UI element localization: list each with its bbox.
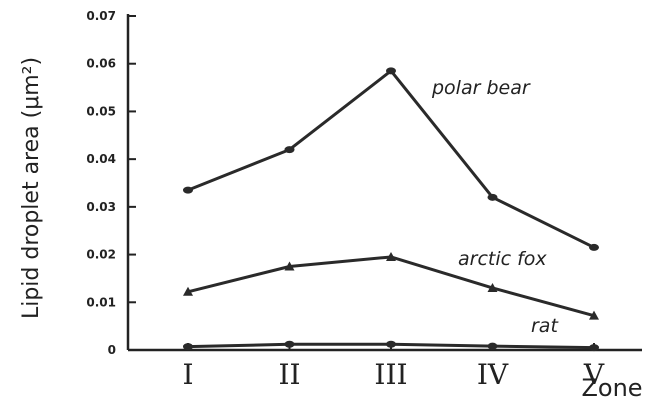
series-lines bbox=[187, 69, 595, 350]
data-point bbox=[386, 67, 396, 75]
data-point bbox=[589, 243, 599, 251]
axes: 00.010.020.030.040.050.060.07I II III IV V bbox=[86, 9, 642, 391]
series-line bbox=[187, 69, 595, 249]
data-point bbox=[183, 343, 193, 351]
data-point bbox=[284, 340, 295, 348]
x-tick-label: II bbox=[278, 358, 300, 391]
y-tick-label: 0.03 bbox=[86, 200, 116, 214]
series-label: rat bbox=[531, 315, 559, 337]
y-tick-label: 0.07 bbox=[86, 9, 116, 23]
y-tick-label: 0.05 bbox=[86, 104, 116, 118]
data-point bbox=[183, 286, 193, 296]
data-point bbox=[386, 251, 396, 261]
data-point bbox=[284, 146, 295, 154]
labels: Lipid droplet area (μm²) Zone polar bear ar… bbox=[19, 57, 643, 402]
series-label: polar bear bbox=[431, 77, 531, 99]
series-markers bbox=[183, 67, 599, 352]
y-tick-label: 0.02 bbox=[86, 248, 116, 262]
y-axis-title: Lipid droplet area (μm²) bbox=[19, 57, 44, 319]
data-point bbox=[183, 186, 193, 194]
data-point bbox=[589, 310, 599, 320]
x-tick-label: III bbox=[374, 358, 407, 391]
y-tick-label: 0.01 bbox=[86, 295, 116, 309]
series-label: arctic fox bbox=[458, 248, 547, 270]
data-point bbox=[487, 193, 498, 201]
data-point bbox=[589, 344, 599, 352]
y-tick-label: 0 bbox=[108, 343, 116, 357]
x-tick-label: IV bbox=[477, 358, 509, 391]
x-axis-title: Zone bbox=[581, 374, 642, 402]
data-point bbox=[487, 282, 498, 292]
data-point bbox=[284, 261, 295, 271]
data-point bbox=[386, 340, 396, 348]
x-tick-label: V bbox=[583, 358, 605, 391]
y-tick-label: 0.04 bbox=[86, 152, 116, 166]
y-tick-label: 0.06 bbox=[86, 57, 116, 71]
data-point bbox=[487, 342, 498, 350]
x-tick-label: I bbox=[182, 358, 193, 391]
